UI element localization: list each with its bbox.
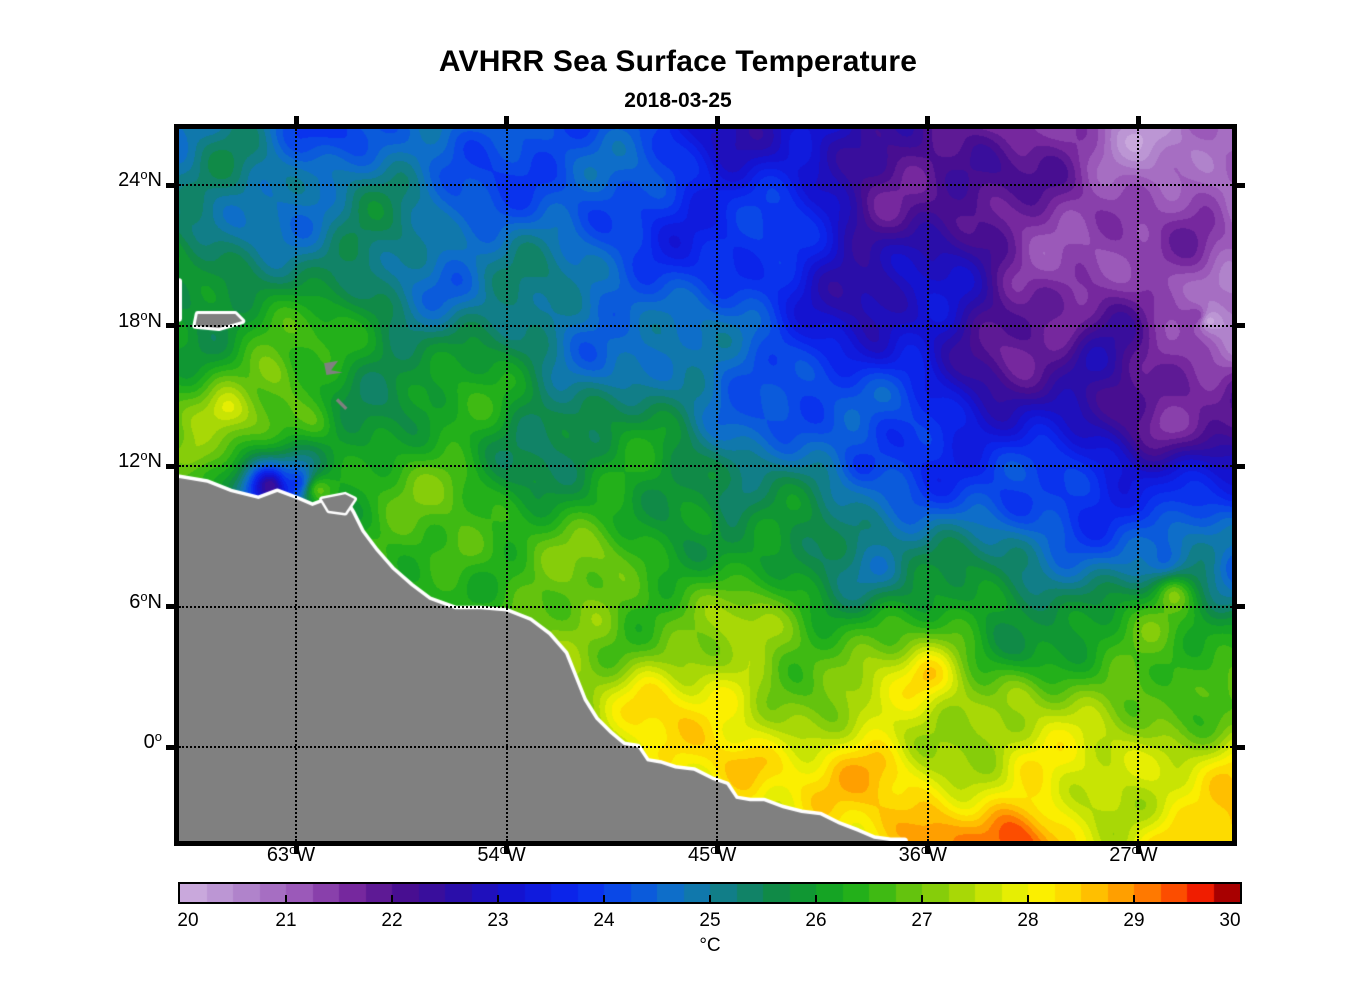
colorbar-label-30: 30 — [1219, 910, 1241, 931]
colorbar-tick-21 — [285, 895, 287, 902]
tick-lon-63 — [293, 841, 299, 854]
tick-lon-54 — [504, 841, 510, 854]
colorbar-label-29: 29 — [1123, 910, 1145, 931]
tick-lat-18 — [1232, 323, 1245, 329]
chart-subtitle-date: 2018-03-25 — [624, 89, 732, 112]
tick-lat-6 — [166, 604, 179, 610]
axis-label-lat-6: 6oN — [129, 588, 162, 613]
tick-lon-45 — [714, 841, 720, 854]
map-plot-frame — [166, 116, 1245, 854]
axis-label-lat-18: 18oN — [118, 307, 162, 332]
axis-label-lat-24: 24oN — [118, 167, 162, 192]
axis-label-lon-63: 63oW — [266, 842, 316, 866]
tick-lat-24 — [1232, 182, 1245, 188]
axis-label-lon-45: 45oW — [688, 842, 737, 866]
colorbar-label-28: 28 — [1017, 910, 1039, 931]
colorbar-label-20: 20 — [177, 910, 199, 931]
colorbar-gradient — [180, 884, 1240, 902]
tick-lat-0 — [166, 744, 179, 750]
tick-lon-45 — [714, 116, 720, 129]
axis-label-lon-54: 54oW — [477, 842, 526, 866]
colorbar-label-23: 23 — [487, 910, 509, 931]
tick-lon-54 — [504, 116, 510, 129]
tick-lat-6 — [1232, 604, 1245, 610]
tick-lon-27 — [1135, 841, 1141, 854]
colorbar-label-22: 22 — [381, 910, 403, 931]
colorbar-tick-27 — [921, 895, 923, 902]
tick-lat-12 — [166, 463, 179, 469]
colorbar-label-26: 26 — [805, 910, 827, 931]
map-canvas-wrapper — [179, 129, 1232, 841]
axis-label-lat-0: 0o — [143, 729, 162, 754]
colorbar-label-27: 27 — [911, 910, 933, 931]
tick-lon-36 — [925, 116, 931, 129]
colorbar-tick-29 — [1133, 895, 1135, 902]
tick-lat-12 — [1232, 463, 1245, 469]
colorbar-unit-label: °C — [699, 935, 721, 956]
colorbar-tick-26 — [815, 895, 817, 902]
tick-lat-0 — [1232, 744, 1245, 750]
colorbar-tick-28 — [1027, 895, 1029, 902]
chart-title-block: AVHRR Sea Surface Temperature 2018-03-25 — [0, 44, 1356, 116]
axis-label-lon-36: 36oW — [898, 842, 947, 866]
tick-lat-18 — [166, 323, 179, 329]
colorbar-tick-22 — [391, 895, 393, 902]
land-mask-layer — [179, 129, 1232, 841]
colorbar — [178, 882, 1242, 904]
colorbar-tick-25 — [709, 895, 711, 902]
page-title: AVHRR Sea Surface Temperature — [438, 45, 918, 78]
tick-lon-36 — [925, 841, 931, 854]
axis-label-lon-27: 27oW — [1109, 842, 1158, 866]
colorbar-tick-24 — [603, 895, 605, 902]
colorbar-label-24: 24 — [593, 910, 615, 931]
colorbar-label-21: 21 — [275, 910, 297, 931]
axis-label-lat-12: 12oN — [118, 448, 162, 473]
tick-lon-27 — [1135, 116, 1141, 129]
tick-lat-24 — [166, 182, 179, 188]
colorbar-tick-23 — [497, 895, 499, 902]
colorbar-label-25: 25 — [699, 910, 721, 931]
tick-lon-63 — [293, 116, 299, 129]
colorbar-group: 20 21 22 23 24 25 26 27 28 29 30 °C — [177, 882, 1242, 956]
